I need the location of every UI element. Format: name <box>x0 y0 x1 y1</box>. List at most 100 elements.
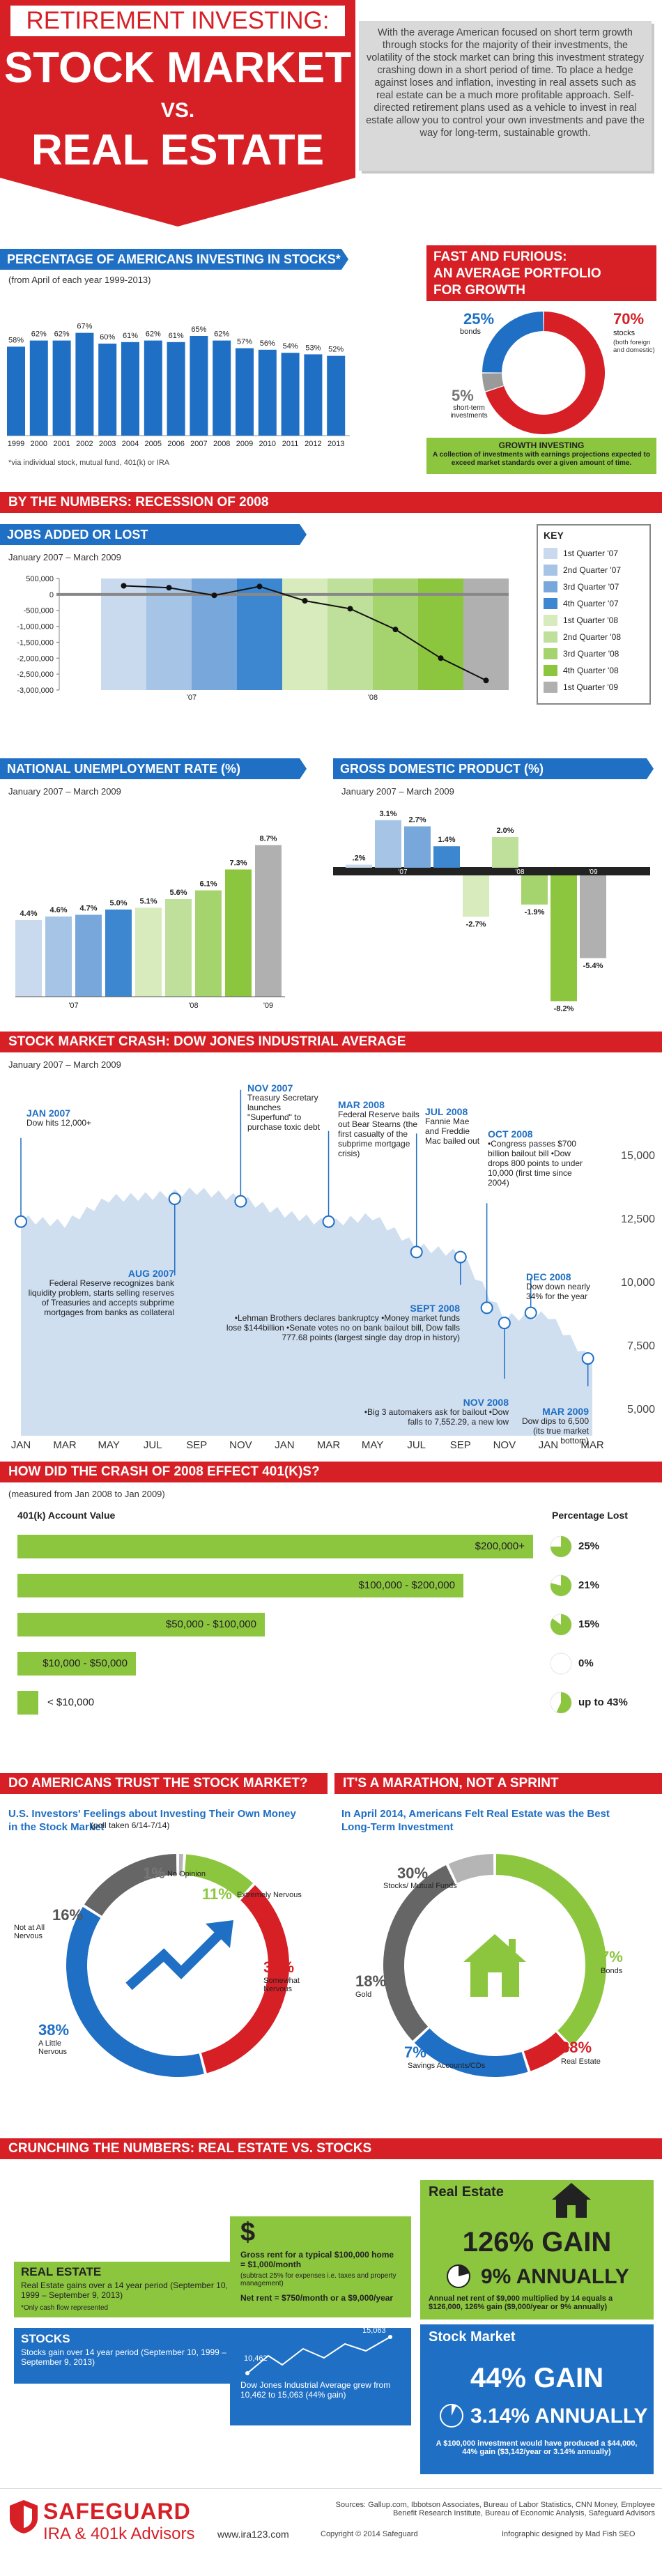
pct-year-label: 2010 <box>259 440 276 448</box>
dow-event-text: Federal Reserve recognizes bank liquidit… <box>28 1278 174 1317</box>
fast-title-2: AN AVERAGE PORTFOLIO <box>433 266 601 281</box>
jobs-ytick: -2,500,000 <box>17 670 54 679</box>
rent-panel <box>230 2216 411 2317</box>
footer-url[interactable]: www.ira123.com <box>217 2529 289 2540</box>
pct-invest-note: (from April of each year 1999-2013) <box>8 275 151 285</box>
k401-col2: Percentage Lost <box>552 1510 628 1521</box>
header-ribbon <box>0 0 355 227</box>
dow-xtick-month: JUL <box>144 1439 162 1450</box>
footer-designer: Infographic designed by Mad Fish SEO <box>502 2530 636 2538</box>
growth-box <box>426 438 656 474</box>
trust-subtitle: U.S. Investors' Feelings about Investing… <box>8 1808 296 1833</box>
mar-gold-pct: 7% <box>404 2044 426 2061</box>
dow-xtick-month: NOV <box>493 1439 516 1450</box>
dow-event-marker <box>480 1301 493 1314</box>
dow-ytick: 12,500 <box>621 1213 655 1225</box>
gdp-axis-band <box>333 867 650 875</box>
pct-bar <box>281 353 300 436</box>
jobs-point <box>347 606 353 612</box>
pct-bar <box>7 346 25 436</box>
key-swatch <box>544 665 557 676</box>
jobs-chart: 500,000 0 -500,000 -1,000,000 -1,500,000 -2,0… <box>17 575 509 702</box>
header-title-realestate: REAL ESTATE <box>31 126 325 174</box>
dow-range: January 2007 – March 2009 <box>8 1059 121 1070</box>
jobs-point <box>392 627 399 633</box>
k401-loss-pie <box>550 1692 572 1714</box>
pct-bar <box>29 340 48 436</box>
key-swatch <box>544 548 557 559</box>
key-label: 1st Quarter '08 <box>563 615 618 625</box>
dow-growth-line <box>245 2335 392 2375</box>
re-gain: 126% GAIN <box>462 2227 612 2257</box>
key-label: 2nd Quarter '07 <box>563 565 622 575</box>
stocks-left-title: STOCKS <box>21 2332 70 2345</box>
dow-event-text: Dow dips to 6,500 (its true market botto… <box>521 1416 589 1446</box>
dow-start-label: 10,462 <box>244 2354 268 2363</box>
trust-some-label: Somewhat Nervous <box>263 1977 300 1993</box>
sm-result-title: Stock Market <box>429 2329 516 2345</box>
dow-event-marker <box>410 1245 423 1259</box>
unemp-title: NATIONAL UNEMPLOYMENT RATE (%) <box>0 758 307 779</box>
fast-title-1: FAST AND FURIOUS: <box>433 250 567 264</box>
dow-event-marker <box>498 1317 511 1330</box>
trust-donut-slice <box>184 1854 253 1899</box>
dow-end-label: 15,063 <box>362 2326 386 2335</box>
trust-ext-pct: 11% <box>202 1885 232 1903</box>
dow-event-marker <box>322 1215 335 1228</box>
pct-bar <box>304 354 323 436</box>
key-item: 2nd Quarter '07 <box>544 562 648 578</box>
trust-little-pct: 38% <box>38 2021 70 2039</box>
k401-bar <box>17 1691 38 1715</box>
pct-bar <box>121 342 139 436</box>
dow-event-marker <box>168 1193 181 1205</box>
unemp-bar-label: 5.6% <box>169 889 187 897</box>
dow-event: JAN 2007 Dow hits 12,000+ <box>26 1108 110 1128</box>
mar-re-label: Bonds <box>601 1967 623 1975</box>
unemp-bar <box>45 917 72 997</box>
dow-event-marker <box>454 1250 467 1264</box>
gdp-xgroup: '07 <box>398 868 407 876</box>
pct-invest-title: PERCENTAGE OF AMERICANS INVESTING IN STO… <box>0 249 348 270</box>
gdp-xgroup: '09 <box>588 868 597 876</box>
jobs-quarter-band <box>237 578 282 690</box>
pct-bar <box>144 340 162 436</box>
pct-year-label: 2004 <box>122 440 139 448</box>
jobs-point <box>121 583 127 589</box>
pct-year-label: 2009 <box>236 440 253 448</box>
key-item: 3rd Quarter '07 <box>544 578 648 595</box>
fast-donut-slice <box>485 312 605 434</box>
key-swatch <box>544 682 557 693</box>
marathon-donut-slice <box>523 2032 570 2071</box>
key-item: 3rd Quarter '08 <box>544 645 648 662</box>
fast-donut <box>482 312 605 434</box>
dow-ytick: 7,500 <box>627 1340 655 1352</box>
pct-year-label: 2011 <box>282 440 299 448</box>
fast-short-pct: 5% <box>452 387 474 404</box>
unemp-range: January 2007 – March 2009 <box>8 786 121 797</box>
k401-bar-label: $200,000+ <box>475 1540 525 1552</box>
sm-annual-icon <box>440 2404 463 2428</box>
pct-bar-label: 62% <box>146 330 161 339</box>
jobs-quarter-band <box>328 578 373 690</box>
net-rent: Net rent = $750/month or a $9,000/year <box>240 2293 394 2303</box>
pct-bar-label: 62% <box>54 330 70 339</box>
fast-title-box <box>426 245 656 301</box>
key-item: 4th Quarter '07 <box>544 595 648 612</box>
k401-bar <box>17 1652 136 1676</box>
dow-event-text: Dow hits 12,000+ <box>26 1118 92 1128</box>
gdp-title: GROSS DOMESTIC PRODUCT (%) <box>333 758 654 779</box>
dow-event-marker <box>581 1352 594 1365</box>
re-left-text: Real Estate gains over a 14 year period … <box>21 2280 228 2300</box>
k401-pie-kept <box>551 1575 571 1596</box>
jobs-range: January 2007 – March 2009 <box>8 552 121 562</box>
jobs-quarter-band <box>282 578 328 690</box>
pct-bar <box>75 332 94 436</box>
gdp-bar <box>404 826 431 868</box>
sm-result-box <box>420 2324 654 2474</box>
re-left-note: *Only cash flow represented <box>21 2304 109 2312</box>
trust-notall-label: Not at All Nervous <box>14 1924 45 1940</box>
unemp-bar <box>15 920 42 997</box>
header-vs: VS. <box>160 99 195 122</box>
trust-donut-slice <box>84 1854 177 1916</box>
k401-bar-label: $50,000 - $100,000 <box>165 1618 256 1630</box>
